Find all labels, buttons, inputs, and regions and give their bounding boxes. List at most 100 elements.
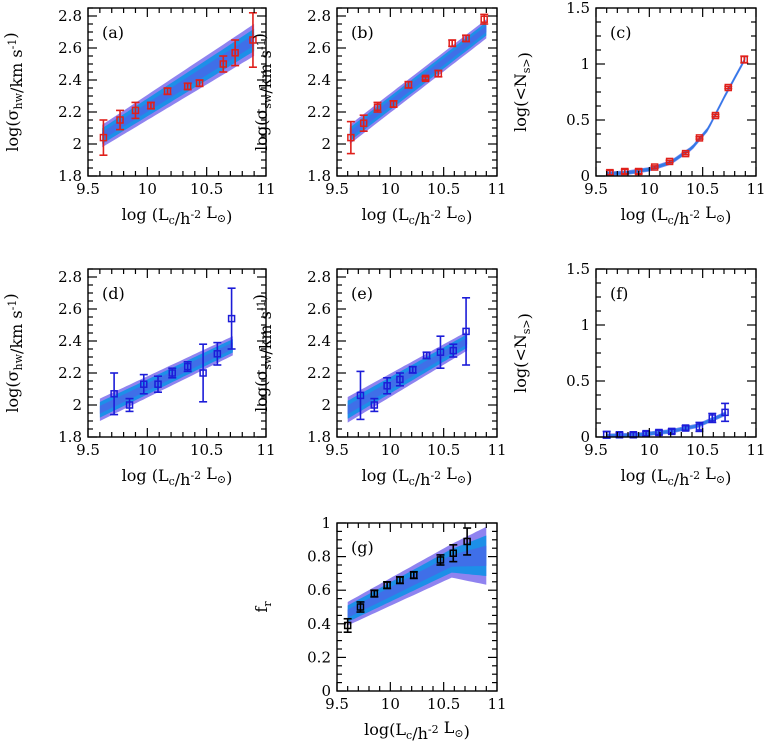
point-marker [168, 369, 177, 377]
x-tick-label: 10 [640, 441, 659, 459]
point-marker [110, 390, 118, 398]
x-tick-label: 9.5 [76, 441, 100, 459]
x-axis-label: log(Lc/h-2 L⊙) [364, 718, 470, 743]
x-tick-label: 9.5 [584, 180, 608, 198]
point-marker [383, 382, 391, 390]
y-tick-label: 2.4 [307, 71, 331, 89]
data-point [163, 87, 172, 96]
data-point [183, 82, 192, 91]
x-axis-label: log (Lc/h-2 L⊙) [122, 203, 233, 228]
x-tick-label: 10 [138, 441, 157, 459]
panel-label: (e) [351, 284, 373, 303]
point-marker [99, 133, 108, 142]
point-marker [131, 106, 140, 115]
point-marker [396, 375, 404, 384]
y-tick-label: 1.5 [566, 260, 590, 278]
x-tick-label: 10 [640, 180, 659, 198]
band-a [102, 24, 255, 148]
panel-d: 9.5 10 10.5 11 1.8 2 2.2 2.4 2.6 2.8 (d) log (Lc/h-… [1, 268, 276, 489]
point-marker [219, 60, 228, 68]
x-axis-label: log (Lc/h-2 L⊙) [362, 203, 473, 228]
band-core [349, 25, 487, 138]
y-tick-label: 2.2 [307, 364, 331, 382]
y-tick-label: 0.4 [307, 615, 331, 633]
x-tick-label: 10 [381, 441, 400, 459]
point-marker [343, 621, 352, 630]
panel-g: 9.5 10 10.5 11 0 0.2 0.4 0.6 0.8 1 (g) log(Lc/h-2 L… [252, 514, 507, 743]
x-axis-label: log (Lc/h-2 L⊙) [362, 464, 473, 489]
panel-label: (b) [351, 23, 374, 42]
band-e [347, 331, 468, 423]
data-point [356, 370, 365, 421]
data-point [721, 402, 730, 423]
data-point [395, 372, 404, 387]
data-point [227, 287, 236, 350]
point-marker [615, 431, 624, 439]
x-axis-label: log (Lc/h-2 L⊙) [621, 464, 732, 489]
data-point [395, 575, 404, 585]
data-point [168, 367, 177, 379]
point-marker [434, 69, 443, 78]
point-marker [356, 603, 365, 611]
point-marker [436, 348, 445, 356]
panel-label: (f) [610, 284, 628, 303]
y-tick-label: 2.8 [58, 7, 82, 25]
y-tick-label: 1 [580, 316, 590, 334]
data-point [219, 55, 228, 73]
data-point [462, 34, 471, 43]
panel-f: 9.5 10 10.5 11 0 0.5 1 1.5 (f) log (Lc/h-2 L⊙) log… [511, 260, 766, 489]
x-tick-label: 9.5 [325, 695, 349, 713]
panel-c: 9.5 10 10.5 11 0 0.5 1 1.5 (c) log (Lc/h-2 L⊙) log… [511, 0, 766, 228]
x-tick-label: 9.5 [76, 180, 100, 198]
point-marker [410, 571, 418, 579]
point-marker [356, 391, 365, 400]
y-tick-label: 0.2 [307, 648, 331, 666]
data-point [448, 39, 457, 48]
x-tick-label: 11 [487, 695, 506, 713]
point-marker [249, 36, 257, 44]
x-tick-label: 10 [381, 695, 400, 713]
data-point [231, 39, 240, 67]
band-core [347, 545, 487, 618]
x-tick-label: 10.5 [427, 180, 460, 198]
point-marker [724, 83, 733, 92]
point-marker [695, 134, 704, 142]
y-tick-label: 2.4 [58, 71, 82, 89]
band-b [349, 19, 487, 145]
panel-label: (d) [102, 284, 125, 303]
data-point [650, 163, 659, 171]
data-point [383, 580, 392, 590]
x-tick-label: 10 [381, 180, 400, 198]
y-tick-label: 0 [321, 682, 331, 700]
y-tick-label: 1 [580, 55, 590, 73]
points-b [346, 13, 489, 155]
panel-label: (a) [102, 23, 124, 42]
y-tick-label: 0 [580, 428, 590, 446]
point-marker [125, 401, 134, 409]
y-tick-label: 1 [321, 514, 331, 532]
points-d [110, 287, 236, 416]
point-marker [347, 133, 355, 142]
x-tick-label: 11 [487, 441, 506, 459]
x-tick-label: 10.5 [427, 441, 460, 459]
band-core [102, 34, 255, 140]
point-marker [183, 362, 192, 371]
data-point [199, 343, 208, 403]
point-marker [408, 366, 417, 374]
point-marker [449, 346, 458, 355]
data-point [480, 13, 489, 25]
band-c [606, 56, 746, 176]
panel-b: 9.5 10 10.5 11 1.8 2 2.2 2.4 2.6 2.8 (b) log (Lc/h-… [250, 7, 507, 228]
data-point [463, 527, 472, 556]
point-marker [721, 408, 729, 417]
data-point [383, 376, 392, 395]
x-tick-label: 11 [256, 441, 275, 459]
data-point [370, 397, 379, 413]
point-marker [370, 589, 379, 598]
point-marker [629, 431, 638, 439]
data-point [436, 335, 445, 370]
data-point [681, 149, 690, 158]
band-inner [606, 56, 746, 176]
y-tick-label: 2.6 [307, 300, 331, 318]
y-tick-label: 1.8 [307, 428, 331, 446]
